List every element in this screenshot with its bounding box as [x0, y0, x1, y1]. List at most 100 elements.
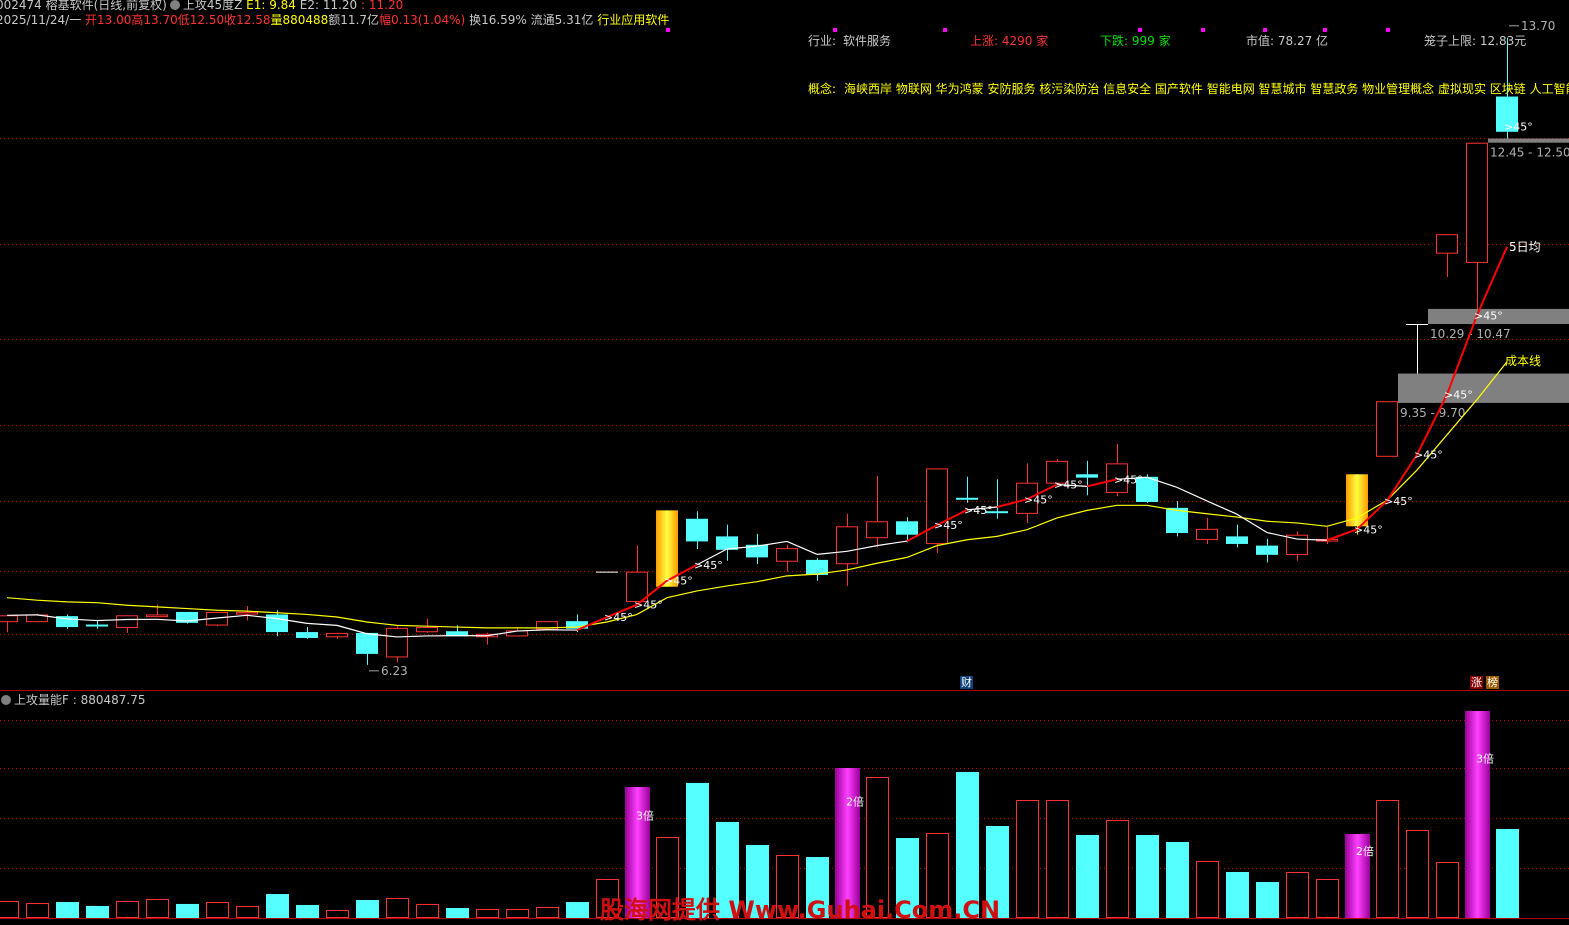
- volume-bar: [1256, 882, 1279, 918]
- volume-multiple-label: 2倍: [846, 794, 864, 808]
- candle-body: [1197, 529, 1218, 539]
- candle-body: [147, 615, 168, 617]
- volume-bar: [296, 905, 319, 918]
- volume-indicator-value: 上攻量能F : 880487.75: [14, 693, 145, 707]
- volume-bar: [477, 910, 499, 918]
- ma5-steep-segment: [1417, 395, 1447, 455]
- candles: [0, 38, 1518, 665]
- candle-body: [686, 519, 708, 542]
- volume-bar: [1496, 829, 1519, 918]
- marker-dot: [1323, 28, 1327, 32]
- limit-board-tag[interactable]: 涨: [1470, 676, 1483, 689]
- ma5-segment: [517, 630, 547, 631]
- limit-board-tag-2[interactable]: 榜: [1486, 676, 1499, 689]
- candle-body: [927, 469, 948, 544]
- candle-body: [417, 628, 438, 632]
- steep-angle-label: >45°: [964, 504, 993, 517]
- indicator-dropdown-icon[interactable]: [1, 695, 11, 705]
- steep-angle-label: >45°: [1384, 495, 1413, 508]
- quote-open: 开13.00: [85, 13, 131, 27]
- concept-list: 海峡西岸 物联网 华为鸿蒙 安防服务 核污染防治 信息安全 国产软件 智能电网 …: [844, 80, 1569, 97]
- volume-bar: [176, 904, 199, 918]
- volume-bar: [1226, 872, 1249, 918]
- candle-body: [327, 633, 348, 636]
- steep-angle-label: >45°: [1414, 449, 1443, 462]
- candle-body: [1437, 235, 1458, 253]
- ma5-segment: [1177, 487, 1207, 501]
- ma5-segment: [337, 625, 367, 633]
- volume-bar: [1107, 821, 1129, 918]
- candle-body: [1377, 402, 1398, 457]
- steep-angle-label: >45°: [1504, 121, 1533, 134]
- candle-body: [296, 632, 318, 638]
- volume-bar: [1407, 830, 1429, 917]
- header-line-2: 2025/11/24/一 开13.00高13.70低12.50收12.58量88…: [0, 11, 669, 28]
- volume-bar: [356, 900, 379, 918]
- ma5-segment: [757, 541, 787, 546]
- volume-bar: [507, 910, 529, 918]
- candle-body: [777, 549, 798, 562]
- up-count: 上涨: 4290 家: [970, 32, 1048, 49]
- volume-bar: [1136, 835, 1159, 918]
- gap-box: [1398, 374, 1569, 403]
- indicator-dropdown-icon[interactable]: [170, 0, 180, 10]
- quote-amount: 额11.7亿: [328, 13, 379, 27]
- volume-bar: [0, 902, 19, 918]
- steep-angle-label: >45°: [694, 559, 723, 572]
- steep-angle-label: >45°: [1114, 473, 1143, 486]
- candle-body: [86, 625, 108, 627]
- volume-multiple-label: 3倍: [1476, 752, 1494, 766]
- volume-bar: [1317, 879, 1339, 917]
- marker-dot: [1263, 28, 1267, 32]
- concept-label: 概念:: [808, 80, 836, 97]
- steep-angle-label: >45°: [1054, 479, 1083, 492]
- candle-body: [1226, 536, 1248, 544]
- steep-angle-label: >45°: [604, 611, 633, 624]
- volume-bar: [86, 906, 109, 918]
- volume-bar: [1166, 842, 1189, 918]
- marker-dot: [1138, 28, 1142, 32]
- candle-body: [0, 616, 18, 622]
- steep-angle-label: >45°: [934, 519, 963, 532]
- candle-body: [627, 572, 648, 601]
- steep-angle-label: >45°: [1024, 493, 1053, 506]
- quote-change: 幅0.13(1.04%): [379, 13, 465, 27]
- gap-label: 12.45 - 12.50: [1490, 146, 1569, 160]
- industry-value: 软件服务: [843, 32, 891, 49]
- candle-body: [896, 521, 918, 534]
- ma5-segment: [877, 541, 907, 546]
- volume-bar: [327, 911, 349, 918]
- high-mark-label: 13.70: [1521, 19, 1555, 33]
- gap-label: 9.35 - 9.70: [1400, 406, 1465, 420]
- quote-float: 流通5.31亿: [531, 13, 594, 27]
- candle-body: [237, 612, 258, 614]
- volume-bar: [147, 899, 169, 917]
- candle-body: [117, 616, 138, 628]
- volume-bar: [237, 906, 259, 917]
- ma5-steep-segment: [1327, 529, 1357, 540]
- cage-limit: 笼子上限: 12.83元: [1424, 32, 1526, 49]
- quote-high: 高13.70: [131, 13, 177, 27]
- volume-bar: [537, 907, 559, 917]
- finance-tag[interactable]: 财: [960, 676, 973, 689]
- marker-dot: [1201, 28, 1205, 32]
- volume-bar: [207, 903, 229, 918]
- volume-bar: [1437, 862, 1459, 917]
- industry-label: 行业:: [808, 32, 836, 49]
- candle-body: [176, 612, 198, 623]
- volume-bar: [27, 904, 49, 918]
- volume-bar: [1076, 835, 1099, 918]
- candle-body: [956, 498, 978, 500]
- gap-box: [1488, 139, 1569, 143]
- volume-bar: [56, 902, 79, 918]
- candle-body: [867, 522, 888, 538]
- volume-bar: [1047, 801, 1069, 918]
- volume-bar: [1197, 861, 1219, 917]
- cost-line: [7, 362, 1507, 628]
- quote-date: 2025/11/24/一: [0, 13, 81, 27]
- cost-line-label: 成本线: [1505, 354, 1541, 368]
- candle-body: [1256, 546, 1278, 555]
- chart-labels: 成本线>45°>45°>45°>45°>45°>45°>45°>45°>45°>…: [369, 19, 1555, 678]
- volume-bar: [266, 894, 289, 918]
